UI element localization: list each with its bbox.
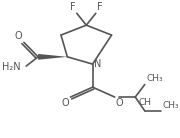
Text: H₂N: H₂N [2,62,21,72]
Text: F: F [97,2,103,12]
Text: CH: CH [138,98,151,107]
Text: CH₃: CH₃ [146,74,163,83]
Text: CH₃: CH₃ [162,101,179,110]
Text: F: F [70,2,75,12]
Text: N: N [94,59,102,69]
Text: O: O [61,98,69,108]
Text: O: O [15,31,22,41]
Polygon shape [38,54,67,60]
Text: O: O [116,98,123,108]
